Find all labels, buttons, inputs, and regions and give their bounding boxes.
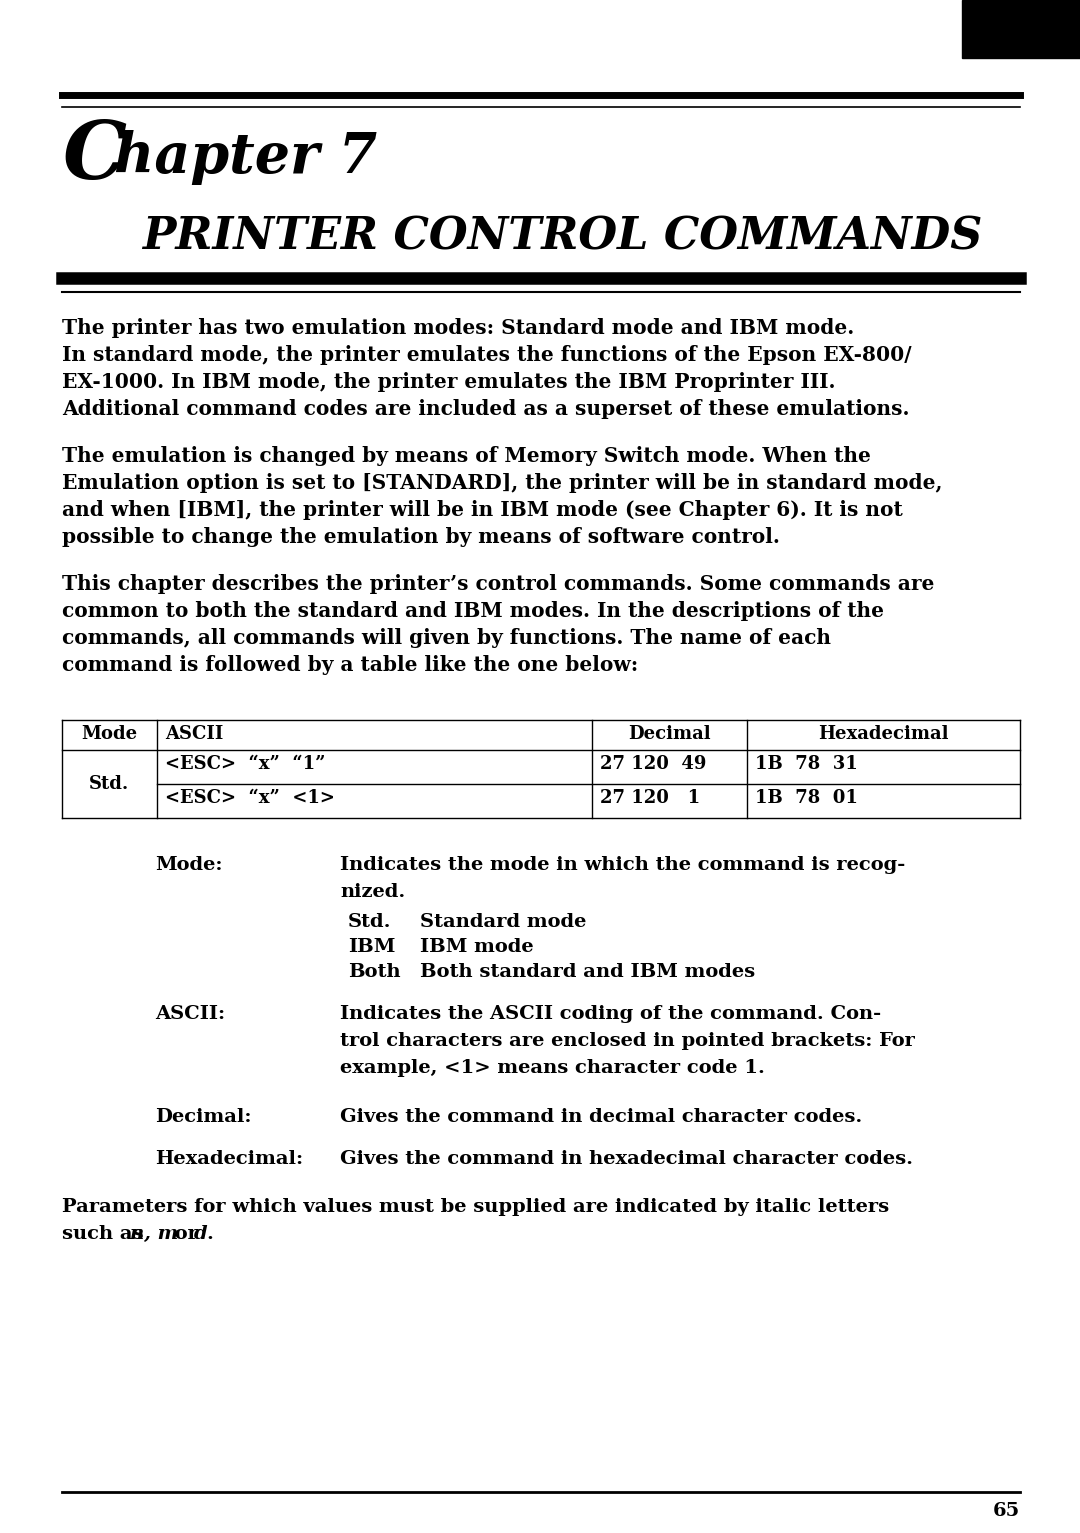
Text: ASCII:: ASCII: [156, 1006, 225, 1023]
Bar [962, 0, 1080, 58]
Text: ASCII: ASCII [165, 725, 224, 744]
Text: Gives the command in hexadecimal character codes.: Gives the command in hexadecimal charact… [340, 1150, 913, 1168]
Text: n, m: n, m [130, 1225, 178, 1243]
Text: Both: Both [348, 963, 401, 981]
Text: PRINTER CONTROL COMMANDS: PRINTER CONTROL COMMANDS [141, 215, 983, 258]
Text: Mode: Mode [81, 725, 137, 744]
Text: Hexadecimal: Hexadecimal [819, 725, 948, 744]
Text: In standard mode, the printer emulates the functions of the Epson EX-800/: In standard mode, the printer emulates t… [62, 345, 912, 365]
Text: Parameters for which values must be supplied are indicated by italic letters: Parameters for which values must be supp… [62, 1197, 889, 1216]
Text: 65: 65 [993, 1502, 1020, 1521]
Text: such as: such as [62, 1225, 150, 1243]
Text: example, <1> means character code 1.: example, <1> means character code 1. [340, 1059, 765, 1078]
Text: Decimal:: Decimal: [156, 1108, 252, 1127]
Text: IBM: IBM [348, 938, 395, 957]
Text: hapter 7: hapter 7 [114, 130, 377, 185]
Text: Indicates the mode in which the command is recog-: Indicates the mode in which the command … [340, 855, 905, 874]
Text: d: d [194, 1225, 207, 1243]
Text: Standard mode: Standard mode [420, 914, 586, 931]
Text: 1B  78  01: 1B 78 01 [755, 789, 858, 806]
Text: Indicates the ASCII coding of the command. Con-: Indicates the ASCII coding of the comman… [340, 1006, 881, 1023]
Text: 27 120  49: 27 120 49 [600, 754, 706, 773]
Text: 27 120   1: 27 120 1 [600, 789, 700, 806]
Text: common to both the standard and IBM modes. In the descriptions of the: common to both the standard and IBM mode… [62, 601, 885, 621]
Text: Std.: Std. [348, 914, 391, 931]
Text: commands, all commands will given by functions. The name of each: commands, all commands will given by fun… [62, 629, 831, 648]
Text: <ESC>  “x”  “1”: <ESC> “x” “1” [165, 754, 325, 773]
Text: and when [IBM], the printer will be in IBM mode (see Chapter 6). It is not: and when [IBM], the printer will be in I… [62, 500, 903, 520]
Text: Std.: Std. [90, 776, 130, 793]
Text: Gives the command in decimal character codes.: Gives the command in decimal character c… [340, 1108, 862, 1127]
Text: Hexadecimal:: Hexadecimal: [156, 1150, 303, 1168]
Text: This chapter describes the printer’s control commands. Some commands are: This chapter describes the printer’s con… [62, 573, 934, 593]
Text: <ESC>  “x”  <1>: <ESC> “x” <1> [165, 789, 335, 806]
Text: EX-1000. In IBM mode, the printer emulates the IBM Proprinter III.: EX-1000. In IBM mode, the printer emulat… [62, 373, 836, 392]
Text: The printer has two emulation modes: Standard mode and IBM mode.: The printer has two emulation modes: Sta… [62, 317, 854, 337]
Text: The emulation is changed by means of Memory Switch mode. When the: The emulation is changed by means of Mem… [62, 446, 870, 466]
Text: trol characters are enclosed in pointed brackets: For: trol characters are enclosed in pointed … [340, 1032, 915, 1050]
Text: .: . [206, 1225, 213, 1243]
Text: Emulation option is set to [STANDARD], the printer will be in standard mode,: Emulation option is set to [STANDARD], t… [62, 474, 943, 494]
Text: possible to change the emulation by means of software control.: possible to change the emulation by mean… [62, 527, 780, 547]
Text: or: or [168, 1225, 204, 1243]
Text: IBM mode: IBM mode [420, 938, 534, 957]
Text: Mode:: Mode: [156, 855, 222, 874]
Text: C: C [62, 118, 126, 196]
Text: Both standard and IBM modes: Both standard and IBM modes [420, 963, 755, 981]
Text: Additional command codes are included as a superset of these emulations.: Additional command codes are included as… [62, 399, 909, 419]
Text: Decimal: Decimal [629, 725, 711, 744]
Text: command is followed by a table like the one below:: command is followed by a table like the … [62, 655, 638, 675]
Text: 1B  78  31: 1B 78 31 [755, 754, 858, 773]
Text: nized.: nized. [340, 883, 405, 901]
